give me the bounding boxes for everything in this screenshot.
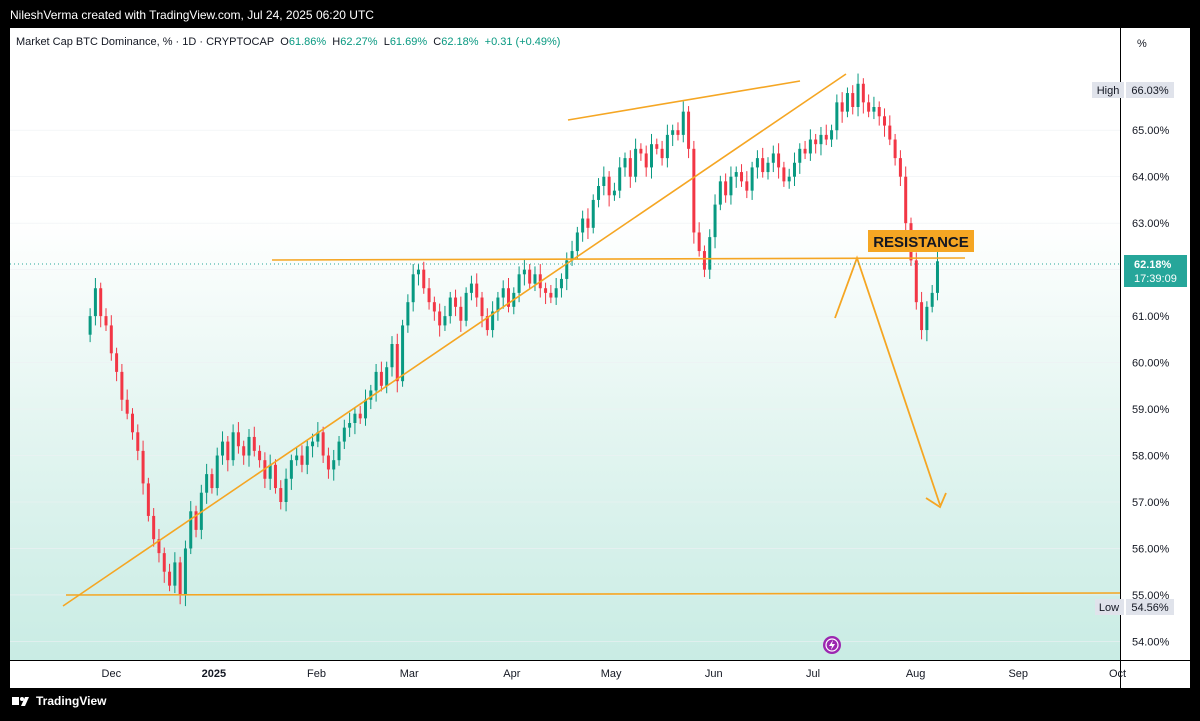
close-value: 62.18% xyxy=(441,36,479,48)
change-value: +0.31 (+0.49%) xyxy=(484,36,561,48)
tradingview-logo-icon xyxy=(12,697,29,706)
price-scale[interactable] xyxy=(1121,28,1190,660)
close-label: C xyxy=(433,36,442,48)
high-value: 62.27% xyxy=(340,36,378,48)
chart-panel[interactable]: Market Cap BTC Dominance, % · 1D · CRYPT… xyxy=(10,28,1120,660)
footer-brand: TradingView xyxy=(36,694,107,708)
footer: TradingView xyxy=(12,694,106,708)
time-scale[interactable] xyxy=(10,661,1120,688)
low-label: L xyxy=(383,36,390,48)
low-value: 61.69% xyxy=(389,36,428,48)
symbol-name[interactable]: Market Cap BTC Dominance, % · 1D · CRYPT… xyxy=(16,36,275,48)
scale-corner xyxy=(1121,661,1190,688)
symbol-legend: Market Cap BTC Dominance, % · 1D · CRYPT… xyxy=(16,36,560,48)
high-label: H xyxy=(332,36,341,48)
open-label: O xyxy=(280,36,289,48)
open-value: 61.86% xyxy=(288,36,327,48)
credit-text: NileshVerma created with TradingView.com… xyxy=(10,8,374,22)
